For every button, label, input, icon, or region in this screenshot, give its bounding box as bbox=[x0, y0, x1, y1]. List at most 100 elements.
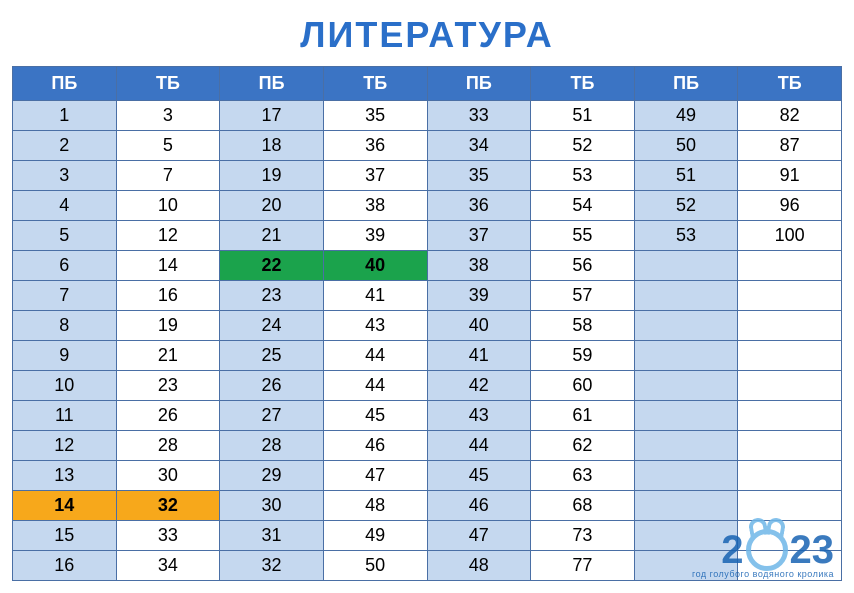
table-cell: 63 bbox=[531, 461, 635, 491]
table-cell: 53 bbox=[531, 161, 635, 191]
table-cell: 73 bbox=[531, 521, 635, 551]
table-cell: 21 bbox=[116, 341, 220, 371]
col-header: ПБ bbox=[634, 67, 738, 101]
table-cell: 49 bbox=[323, 521, 427, 551]
table-row: 92125444159 bbox=[13, 341, 842, 371]
table-cell: 26 bbox=[116, 401, 220, 431]
table-cell: 39 bbox=[323, 221, 427, 251]
table-cell bbox=[634, 251, 738, 281]
table-cell: 35 bbox=[427, 161, 531, 191]
table-cell: 3 bbox=[13, 161, 117, 191]
table-cell: 40 bbox=[427, 311, 531, 341]
table-cell: 5 bbox=[116, 131, 220, 161]
table-cell: 38 bbox=[427, 251, 531, 281]
table-cell: 30 bbox=[220, 491, 324, 521]
table-cell: 9 bbox=[13, 341, 117, 371]
table-cell: 17 bbox=[220, 101, 324, 131]
table-cell: 28 bbox=[116, 431, 220, 461]
table-cell: 32 bbox=[220, 551, 324, 581]
table-row: 5122139375553100 bbox=[13, 221, 842, 251]
table-cell: 34 bbox=[427, 131, 531, 161]
table-cell: 44 bbox=[427, 431, 531, 461]
table-cell: 15 bbox=[13, 521, 117, 551]
table-cell: 44 bbox=[323, 371, 427, 401]
table-cell: 47 bbox=[427, 521, 531, 551]
table-cell bbox=[634, 371, 738, 401]
table-cell: 47 bbox=[323, 461, 427, 491]
table-cell bbox=[634, 491, 738, 521]
table-cell bbox=[634, 551, 738, 581]
table-cell: 7 bbox=[116, 161, 220, 191]
table-cell: 96 bbox=[738, 191, 842, 221]
table-cell: 55 bbox=[531, 221, 635, 251]
score-table: ПБТБПБТБПБТБПБТБ 13173533514982251836345… bbox=[12, 66, 842, 581]
col-header: ПБ bbox=[13, 67, 117, 101]
col-header: ТБ bbox=[738, 67, 842, 101]
table-cell: 38 bbox=[323, 191, 427, 221]
table-cell: 82 bbox=[738, 101, 842, 131]
table-row: 37193735535191 bbox=[13, 161, 842, 191]
table-cell: 52 bbox=[531, 131, 635, 161]
table-cell: 28 bbox=[220, 431, 324, 461]
table-cell: 24 bbox=[220, 311, 324, 341]
table-cell: 2 bbox=[13, 131, 117, 161]
table-cell bbox=[738, 461, 842, 491]
table-cell: 36 bbox=[323, 131, 427, 161]
table-cell: 37 bbox=[427, 221, 531, 251]
table-cell: 68 bbox=[531, 491, 635, 521]
table-cell: 34 bbox=[116, 551, 220, 581]
table-cell: 10 bbox=[116, 191, 220, 221]
table-cell: 41 bbox=[427, 341, 531, 371]
table-cell: 51 bbox=[531, 101, 635, 131]
table-cell: 43 bbox=[323, 311, 427, 341]
col-header: ТБ bbox=[531, 67, 635, 101]
table-cell: 46 bbox=[323, 431, 427, 461]
table-cell: 44 bbox=[323, 341, 427, 371]
table-cell: 20 bbox=[220, 191, 324, 221]
table-cell bbox=[738, 521, 842, 551]
table-cell: 52 bbox=[634, 191, 738, 221]
table-row: 112627454361 bbox=[13, 401, 842, 431]
col-header: ТБ bbox=[116, 67, 220, 101]
table-cell: 32 bbox=[116, 491, 220, 521]
table-cell: 33 bbox=[427, 101, 531, 131]
col-header: ПБ bbox=[220, 67, 324, 101]
table-cell: 39 bbox=[427, 281, 531, 311]
table-cell bbox=[738, 401, 842, 431]
table-cell bbox=[634, 341, 738, 371]
table-cell: 91 bbox=[738, 161, 842, 191]
table-cell: 37 bbox=[323, 161, 427, 191]
table-cell: 40 bbox=[323, 251, 427, 281]
table-cell: 7 bbox=[13, 281, 117, 311]
table-cell: 59 bbox=[531, 341, 635, 371]
table-cell: 56 bbox=[531, 251, 635, 281]
table-cell: 1 bbox=[13, 101, 117, 131]
table-cell: 53 bbox=[634, 221, 738, 251]
table-cell: 48 bbox=[427, 551, 531, 581]
table-cell: 50 bbox=[323, 551, 427, 581]
table-cell: 61 bbox=[531, 401, 635, 431]
table-cell: 57 bbox=[531, 281, 635, 311]
table-cell bbox=[738, 371, 842, 401]
table-cell: 5 bbox=[13, 221, 117, 251]
col-header: ТБ bbox=[323, 67, 427, 101]
table-cell: 46 bbox=[427, 491, 531, 521]
table-cell bbox=[738, 341, 842, 371]
table-cell: 25 bbox=[220, 341, 324, 371]
table-cell: 41 bbox=[323, 281, 427, 311]
table-cell bbox=[738, 311, 842, 341]
table-cell: 30 bbox=[116, 461, 220, 491]
table-cell: 16 bbox=[13, 551, 117, 581]
table-row: 163432504877 bbox=[13, 551, 842, 581]
table-cell bbox=[634, 521, 738, 551]
table-cell bbox=[634, 281, 738, 311]
table-row: 81924434058 bbox=[13, 311, 842, 341]
table-cell: 35 bbox=[323, 101, 427, 131]
table-cell: 51 bbox=[634, 161, 738, 191]
table-row: 13173533514982 bbox=[13, 101, 842, 131]
table-cell: 27 bbox=[220, 401, 324, 431]
table-row: 410203836545296 bbox=[13, 191, 842, 221]
table-cell: 62 bbox=[531, 431, 635, 461]
table-cell: 29 bbox=[220, 461, 324, 491]
table-cell: 45 bbox=[427, 461, 531, 491]
